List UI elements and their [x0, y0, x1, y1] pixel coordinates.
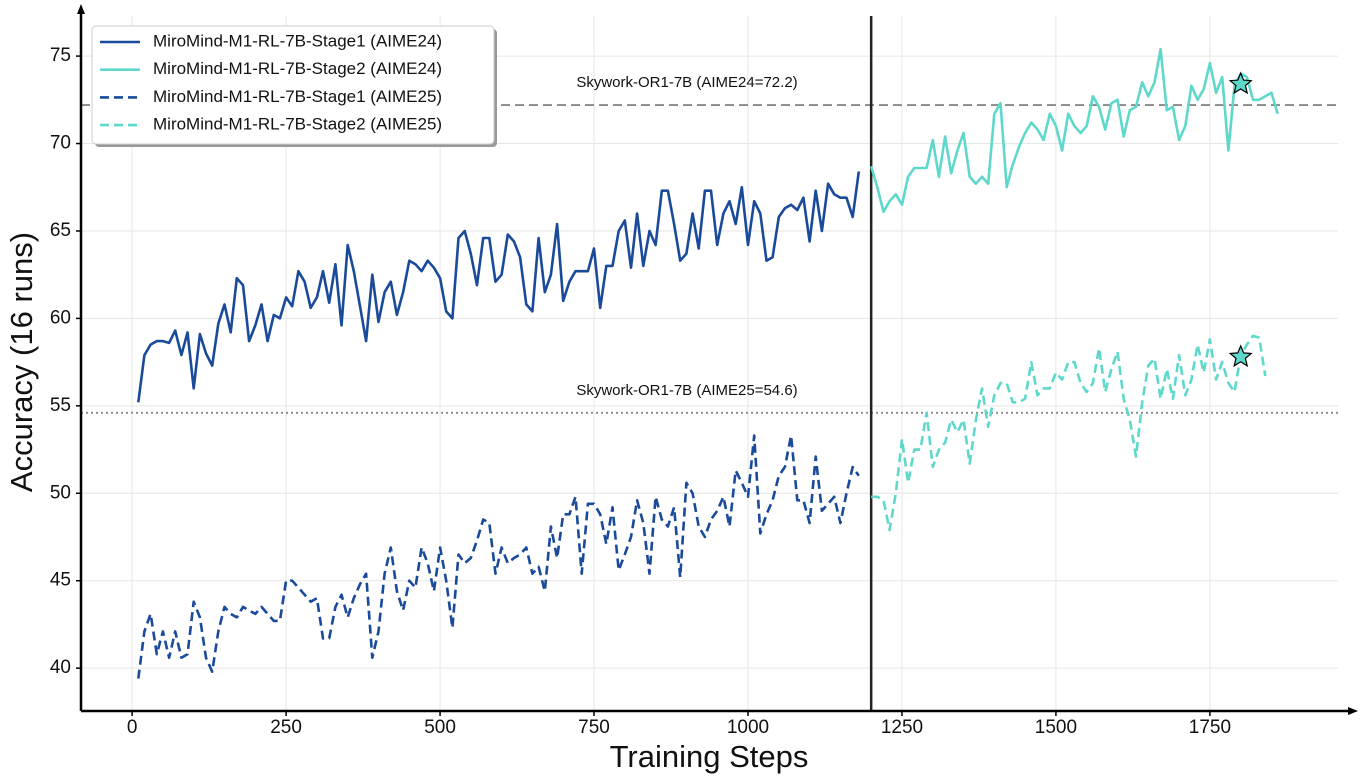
series-line — [137, 434, 860, 679]
y-tick-label: 60 — [50, 307, 71, 328]
y-tick-label: 50 — [50, 482, 71, 503]
x-axis-arrow — [1348, 707, 1358, 715]
plot-area: Skywork-OR1-7B (AIME24=72.2) Skywork-OR1-… — [81, 16, 1338, 711]
x-tick-label: 250 — [270, 717, 302, 738]
x-tick-label: 1250 — [881, 717, 923, 738]
y-tick-label: 45 — [50, 570, 71, 591]
legend-label: MiroMind-M1-RL-7B-Stage1 (AIME24) — [153, 31, 442, 50]
y-tick-label: 55 — [50, 395, 71, 416]
x-tick-label: 1000 — [727, 717, 769, 738]
x-tick-label: 1750 — [1189, 717, 1231, 738]
y-tick-label: 70 — [50, 133, 71, 154]
y-tick-label: 65 — [50, 220, 71, 241]
reference-label: Skywork-OR1-7B (AIME24=72.2) — [576, 74, 797, 91]
x-tick-label: 500 — [424, 717, 456, 738]
grid — [81, 16, 1338, 711]
series-line — [137, 171, 861, 403]
star-marker — [1228, 344, 1253, 368]
reference-label: Skywork-OR1-7B (AIME25=54.6) — [576, 382, 797, 399]
legend-label: MiroMind-M1-RL-7B-Stage2 (AIME24) — [153, 59, 442, 78]
y-tick-label: 75 — [50, 45, 71, 66]
x-tick-label: 750 — [578, 717, 610, 738]
legend: MiroMind-M1-RL-7B-Stage1 (AIME24) MiroMin… — [91, 25, 497, 147]
x-tick-label: 1500 — [1035, 717, 1077, 738]
y-tick-label: 40 — [50, 657, 71, 678]
legend-label: MiroMind-M1-RL-7B-Stage2 (AIME25) — [153, 115, 442, 134]
y-axis-arrow — [77, 4, 85, 14]
star-marker — [1228, 71, 1253, 95]
legend-box — [91, 25, 495, 145]
legend-label: MiroMind-M1-RL-7B-Stage1 (AIME25) — [153, 87, 442, 106]
series-line — [869, 47, 1279, 213]
x-tick-label: 0 — [127, 717, 138, 738]
series-line — [871, 334, 1267, 532]
x-axis-label: Training Steps — [610, 739, 809, 774]
y-axis-label: Accuracy (16 runs) — [4, 232, 39, 492]
